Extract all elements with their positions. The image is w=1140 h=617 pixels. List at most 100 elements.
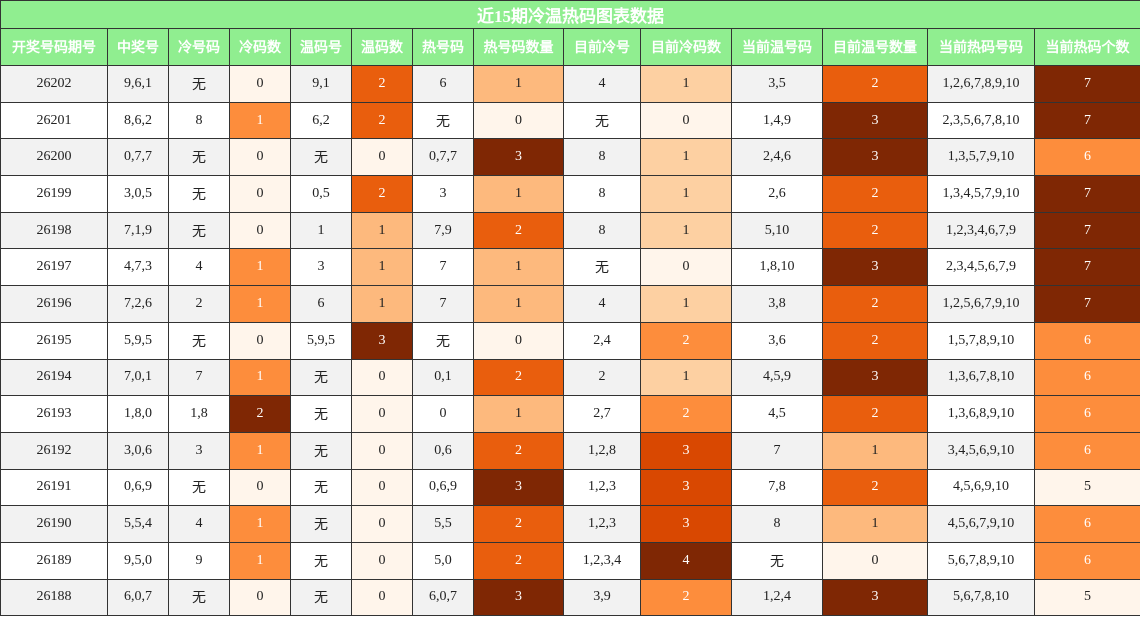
heat-cell: 3 [822, 578, 928, 617]
heat-cell: 1 [229, 248, 291, 287]
heat-cell: 1 [822, 431, 928, 470]
cell: 1,8,0 [107, 395, 169, 433]
heat-cell: 2 [473, 211, 564, 250]
cell: 2,3,5,6,7,8,10 [927, 101, 1035, 140]
cell: 无 [731, 541, 823, 580]
heat-cell: 3 [640, 468, 732, 507]
cell: 1,2,6,7,8,9,10 [927, 65, 1035, 103]
column-header: 当前热码个数 [1033, 28, 1140, 66]
cell: 26192 [0, 431, 108, 470]
cell: 7,9 [412, 211, 474, 250]
cell: 0,6 [412, 431, 474, 470]
table-row: 26195 5,9,5 无 0 5,9,5 3 无 0 2,4 2 3,6 2 1,5,7,8,9,10… [0, 321, 1140, 360]
table-row: 26191 0,6,9 无 0 无 0 0,6,9 3 1,2,3 3 7,8 2 4,5,6,9,10… [0, 468, 1140, 507]
heat-cell: 2 [822, 175, 928, 213]
heat-cell: 0 [351, 541, 413, 580]
cell: 26196 [0, 285, 108, 323]
heat-cell: 6 [1033, 395, 1140, 433]
cell: 1,2,4 [731, 578, 823, 617]
heat-cell: 5 [1033, 578, 1140, 617]
table-row: 26201 8,6,2 8 1 6,2 2 无 0 无 0 1,4,9 3 2,3,5,6,7,8,10… [0, 101, 1140, 140]
heat-cell: 0 [229, 468, 291, 507]
cell: 3,0,5 [107, 175, 169, 213]
heat-cell: 2 [473, 505, 564, 543]
cell: 0,5 [290, 175, 352, 213]
heat-cell: 2 [640, 578, 732, 617]
cell: 7 [412, 285, 474, 323]
heat-cell: 0 [351, 358, 413, 397]
cell: 7 [168, 358, 230, 397]
heat-cell: 1 [351, 211, 413, 250]
cell: 7,0,1 [107, 358, 169, 397]
cell: 1,2,3,4 [563, 541, 641, 580]
heat-cell: 0 [229, 578, 291, 617]
cell: 26191 [0, 468, 108, 507]
heat-cell: 1 [229, 101, 291, 140]
cell: 无 [563, 101, 641, 140]
heat-cell: 0 [822, 541, 928, 580]
table-row: 26196 7,2,6 2 1 6 1 7 1 4 1 3,8 2 1,2,5,6,7,9,10 7 [0, 285, 1140, 323]
cell: 5,5 [412, 505, 474, 543]
heat-cell: 2 [822, 65, 928, 103]
heat-cell: 0 [351, 431, 413, 470]
cell: 无 [563, 248, 641, 287]
cell: 无 [168, 65, 230, 103]
cell: 7 [731, 431, 823, 470]
column-header: 开奖号码期号 [0, 28, 108, 66]
cell: 1 [290, 211, 352, 250]
table-row: 26202 9,6,1 无 0 9,1 2 6 1 4 1 3,5 2 1,2,6,7,8,9,10 7 [0, 65, 1140, 103]
cell: 无 [290, 468, 352, 507]
heat-cell: 3 [473, 468, 564, 507]
cell: 5,6,7,8,10 [927, 578, 1035, 617]
cell: 1,4,9 [731, 101, 823, 140]
cell: 5,9,5 [107, 321, 169, 360]
heat-cell: 1 [640, 285, 732, 323]
heat-cell: 0 [473, 321, 564, 360]
cell: 2,4 [563, 321, 641, 360]
heat-cell: 2 [822, 468, 928, 507]
heat-cell: 7 [1033, 65, 1140, 103]
cell: 4 [563, 65, 641, 103]
column-header: 冷码数 [229, 28, 291, 66]
cell: 1,3,6,7,8,10 [927, 358, 1035, 397]
cell: 无 [168, 578, 230, 617]
cell: 5,0 [412, 541, 474, 580]
heat-cell: 1 [351, 285, 413, 323]
heat-cell: 1 [640, 211, 732, 250]
cell: 6,0,7 [107, 578, 169, 617]
cell: 26198 [0, 211, 108, 250]
cell: 5,5,4 [107, 505, 169, 543]
heat-cell: 0 [473, 101, 564, 140]
cell: 无 [290, 541, 352, 580]
heat-cell: 2 [822, 321, 928, 360]
cell: 0,7,7 [107, 138, 169, 177]
heat-cell: 4 [640, 541, 732, 580]
heat-cell: 1 [229, 505, 291, 543]
cell: 1,2,3,4,6,7,9 [927, 211, 1035, 250]
cell: 无 [290, 138, 352, 177]
heat-cell: 1 [473, 285, 564, 323]
cell: 2 [168, 285, 230, 323]
cell: 0,1 [412, 358, 474, 397]
column-header: 中奖号 [107, 28, 169, 66]
column-header: 温码数 [351, 28, 413, 66]
cell: 0,7,7 [412, 138, 474, 177]
heat-cell: 0 [351, 395, 413, 433]
cell: 5,9,5 [290, 321, 352, 360]
heat-cell: 6 [1033, 505, 1140, 543]
cell: 26202 [0, 65, 108, 103]
heat-cell: 5 [1033, 468, 1140, 507]
heat-cell: 7 [1033, 211, 1140, 250]
heat-cell: 1 [351, 248, 413, 287]
cell: 1,3,6,8,9,10 [927, 395, 1035, 433]
cell: 8 [563, 175, 641, 213]
cell: 无 [290, 395, 352, 433]
cell: 无 [290, 505, 352, 543]
cell: 4,5,6,7,9,10 [927, 505, 1035, 543]
heat-cell: 2 [640, 395, 732, 433]
table-row: 26197 4,7,3 4 1 3 1 7 1 无 0 1,8,10 3 2,3,4,5,6,7,9 7 [0, 248, 1140, 287]
cell: 无 [168, 138, 230, 177]
heat-cell: 3 [351, 321, 413, 360]
heat-cell: 1 [229, 358, 291, 397]
heat-cell: 0 [229, 65, 291, 103]
